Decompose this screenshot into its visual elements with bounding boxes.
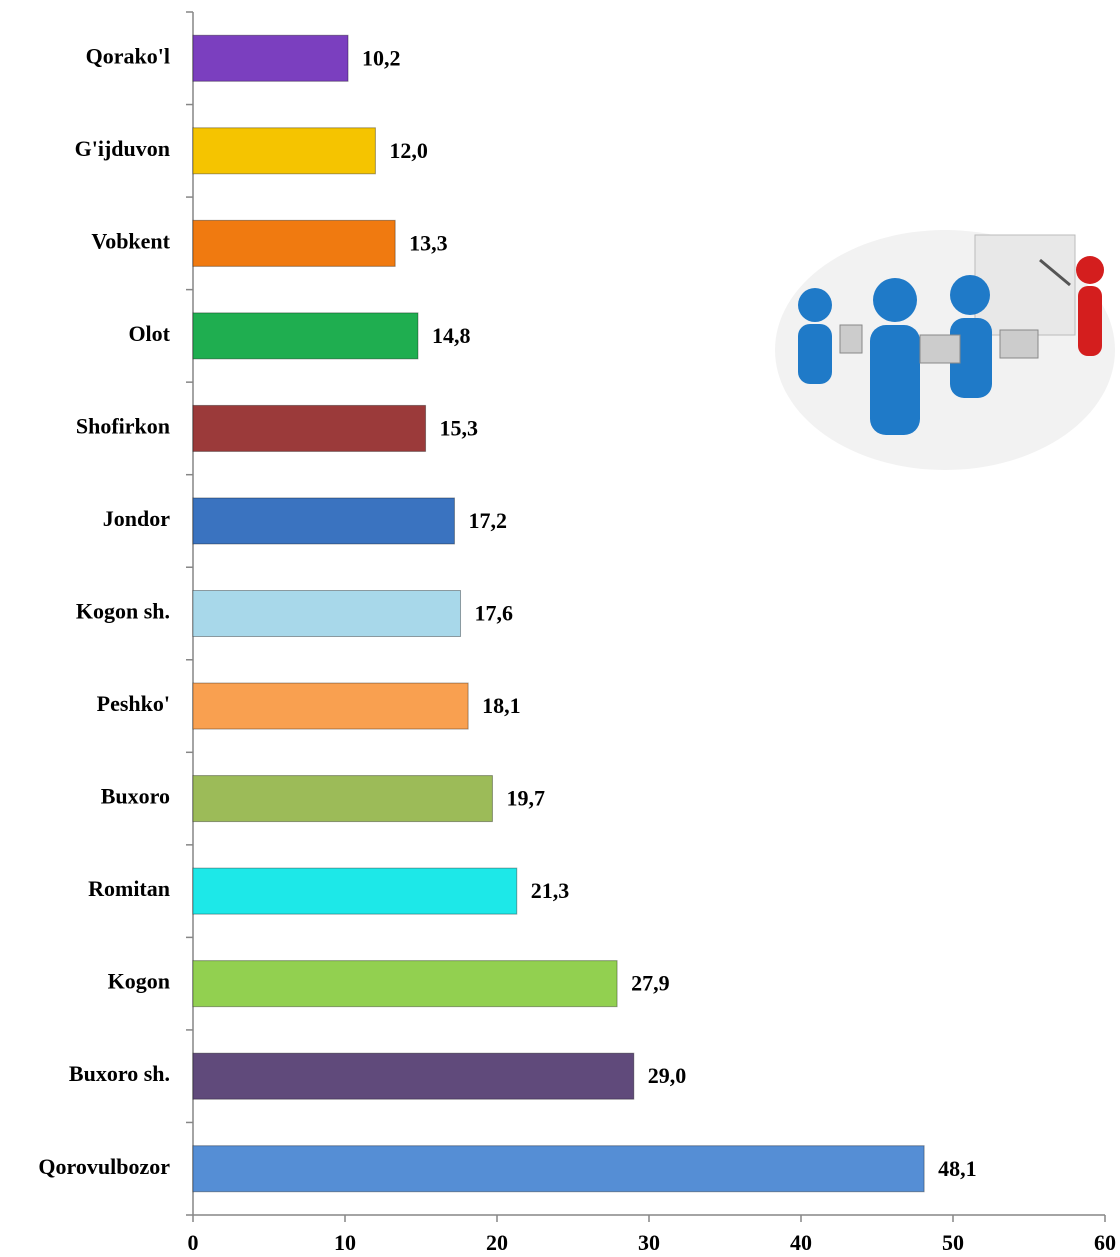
value-label: 17,6 xyxy=(475,601,514,626)
y-tick-label: Romitan xyxy=(88,876,170,901)
value-label: 27,9 xyxy=(631,971,670,996)
bar xyxy=(192,590,462,637)
value-label: 14,8 xyxy=(432,323,471,348)
bar xyxy=(192,775,493,823)
x-tick-label: 0 xyxy=(188,1230,199,1255)
y-tick-label: Peshko' xyxy=(97,691,170,716)
value-label: 29,0 xyxy=(648,1063,687,1088)
y-tick-label: Shofirkon xyxy=(76,413,170,438)
bar xyxy=(192,219,396,267)
x-tick-label: 20 xyxy=(486,1230,508,1255)
value-label: 19,7 xyxy=(506,786,545,811)
value-label: 12,0 xyxy=(389,138,428,163)
y-tick-label: Vobkent xyxy=(91,228,170,253)
value-label: 15,3 xyxy=(440,415,479,440)
bar xyxy=(192,312,419,360)
value-label: 21,3 xyxy=(531,878,570,903)
bar xyxy=(192,1052,635,1100)
x-tick-label: 30 xyxy=(638,1230,660,1255)
bar xyxy=(192,127,376,175)
y-tick-label: Kogon xyxy=(108,969,170,994)
bar xyxy=(192,34,349,82)
bar xyxy=(192,960,618,1008)
x-tick-label: 60 xyxy=(1094,1230,1116,1255)
x-tick-label: 40 xyxy=(790,1230,812,1255)
value-label: 17,2 xyxy=(468,508,507,533)
y-tick-label: Buxoro sh. xyxy=(69,1061,170,1086)
value-label: 10,2 xyxy=(362,45,401,70)
value-label: 48,1 xyxy=(938,1156,977,1181)
illustration xyxy=(775,230,1115,470)
y-tick-label: Kogon sh. xyxy=(76,599,170,624)
bar xyxy=(192,867,518,915)
y-tick-label: Jondor xyxy=(103,506,170,531)
y-tick-label: Buxoro xyxy=(101,784,170,809)
bar xyxy=(192,497,455,545)
y-tick-label: Qorako'l xyxy=(86,43,170,68)
y-tick-label: G'ijduvon xyxy=(75,136,170,161)
y-tick-label: Olot xyxy=(128,321,170,346)
x-tick-label: 10 xyxy=(334,1230,356,1255)
bar xyxy=(192,404,427,452)
y-tick-label: Qorovulbozor xyxy=(38,1154,170,1179)
x-tick-label: 50 xyxy=(942,1230,964,1255)
value-label: 18,1 xyxy=(482,693,521,718)
value-label: 13,3 xyxy=(409,230,448,255)
bar xyxy=(192,682,469,730)
bar xyxy=(192,1145,925,1193)
